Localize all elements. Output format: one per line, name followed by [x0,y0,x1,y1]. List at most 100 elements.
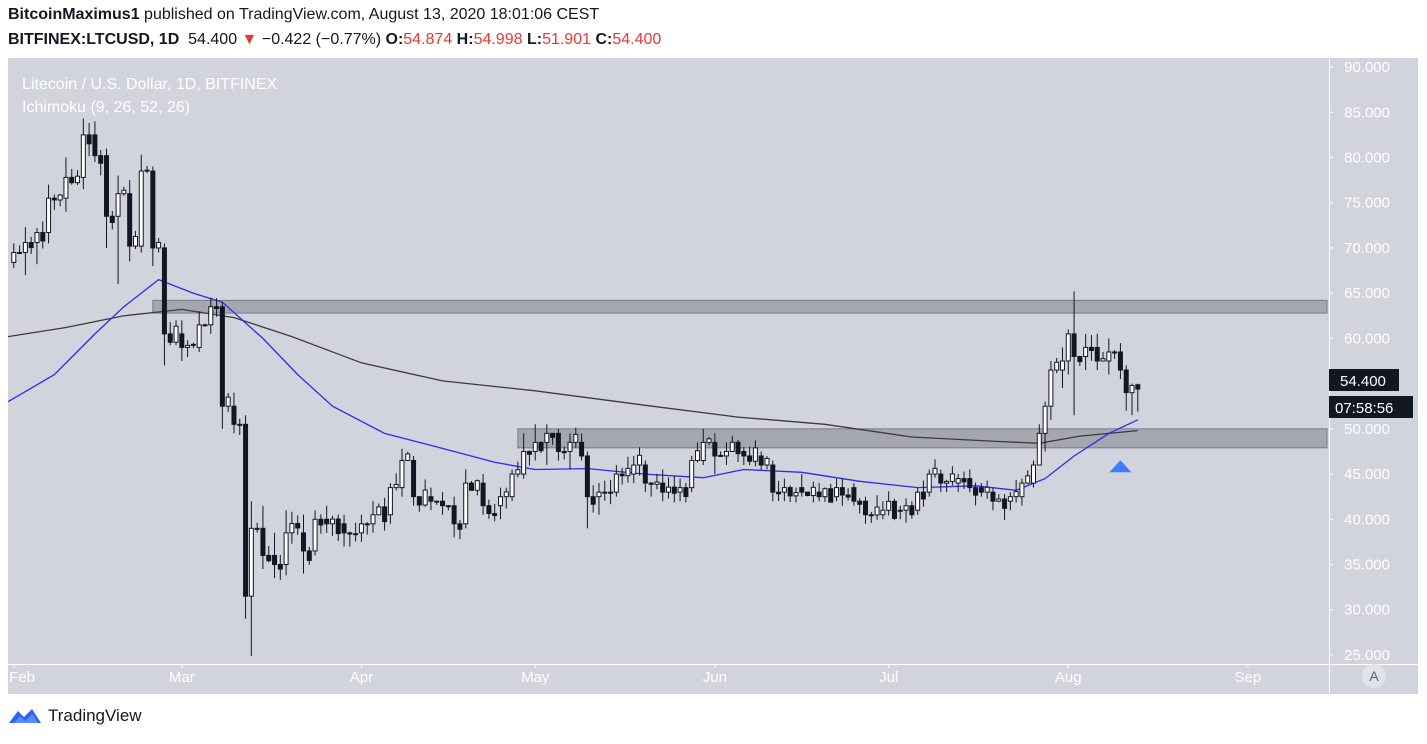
candle-body [486,505,492,514]
candle-body [1013,491,1019,498]
candle-body [961,478,967,483]
candle-body [1007,496,1013,502]
candle-body [69,176,75,184]
candle-body [613,473,619,493]
candle-body [579,441,585,457]
candle-body [1088,346,1094,351]
price-change: −0.422 (−0.77%) [261,31,382,48]
candle-body [810,486,816,497]
candle-body [694,450,700,461]
y-tick-label: 85.000 [1344,104,1390,121]
y-tick-label: 60.000 [1344,330,1390,347]
high-value: 54.998 [473,31,523,48]
candle-body [57,194,63,201]
ma-fast-line [7,278,1139,491]
candle-body [926,473,932,493]
candle-body [654,481,660,485]
candle-body [63,176,69,199]
candle-body [11,251,17,263]
candle-body [1042,405,1048,434]
candle-body [341,523,347,534]
x-tick-label: Jun [703,669,727,686]
time-axis-background [8,664,1329,694]
candle-body [787,487,793,497]
candle-body [445,505,451,508]
price-tag-value: 54.400 [1340,373,1386,390]
candle-body [353,533,359,536]
candle-body [295,523,301,529]
candle-body [428,496,434,502]
candle-body [509,473,515,498]
zone-1 [517,428,1328,449]
candle-body [1054,361,1060,371]
candle-body [776,491,782,495]
candle-body [1129,384,1135,394]
author-name[interactable]: BitcoinMaximus1 [8,6,140,23]
candle-body [318,518,324,526]
candle-body [874,506,880,516]
y-tick-label: 40.000 [1344,511,1390,528]
candle-body [1019,482,1025,498]
candle-body [272,554,278,566]
x-tick-label: Apr [350,669,373,686]
candle-body [17,251,23,254]
candle-body [526,450,532,455]
candle-body [266,554,272,562]
x-tick-label: May [521,669,550,686]
candle-body [324,518,330,525]
candle-body [515,469,521,475]
candle-body [144,169,150,172]
price-tag: 54.400 07:58:56 [1329,369,1413,418]
candle-body [132,235,138,247]
candle-body [747,455,753,462]
candle-body [1002,498,1008,509]
candle-body [127,193,133,247]
candle-body [185,344,191,348]
candle-body [347,532,353,535]
low-label: L: [526,31,543,48]
candle-body [1135,384,1141,390]
candle-body [231,405,237,425]
candle-body [457,523,463,530]
candle-body [335,518,341,535]
candle-body [422,489,428,506]
candle-body [399,459,405,489]
candle-body [944,480,950,484]
candle-body [897,509,903,512]
y-tick-label: 50.000 [1344,421,1390,438]
candle-body [631,464,637,475]
candle-body [920,491,926,500]
ohlc-line: BITFINEX:LTCUSD, 1D 54.400 ▼ −0.422 (−0.… [8,31,661,49]
candle-body [781,487,787,493]
candle-body [741,450,747,457]
candle-body [416,496,422,506]
candle-body [28,242,34,249]
candle-body [573,433,579,443]
candle-body [857,500,863,505]
candle-body [156,242,162,249]
candle-body [805,491,811,497]
candle-body [208,306,214,326]
candle-body [816,491,822,498]
footer-brand[interactable]: TradingView [8,706,142,726]
candle-body [1025,475,1031,484]
candle-body [1094,346,1100,362]
candle-body [237,423,243,426]
candle-body [648,482,654,485]
candle-body [561,450,567,454]
candle-body [51,197,57,201]
close-value: 54.400 [612,31,662,48]
auto-scale-button[interactable]: A [1362,664,1386,688]
candle-body [225,396,231,407]
candle-body [625,467,631,477]
candle-body [451,505,457,525]
candle-body [1106,351,1112,362]
high-label: H: [456,31,474,48]
candle-body [677,487,683,493]
candle-body [752,447,758,462]
candle-body [109,215,115,223]
candle-body [167,333,173,343]
candle-body [219,306,225,407]
candle-body [822,488,828,498]
